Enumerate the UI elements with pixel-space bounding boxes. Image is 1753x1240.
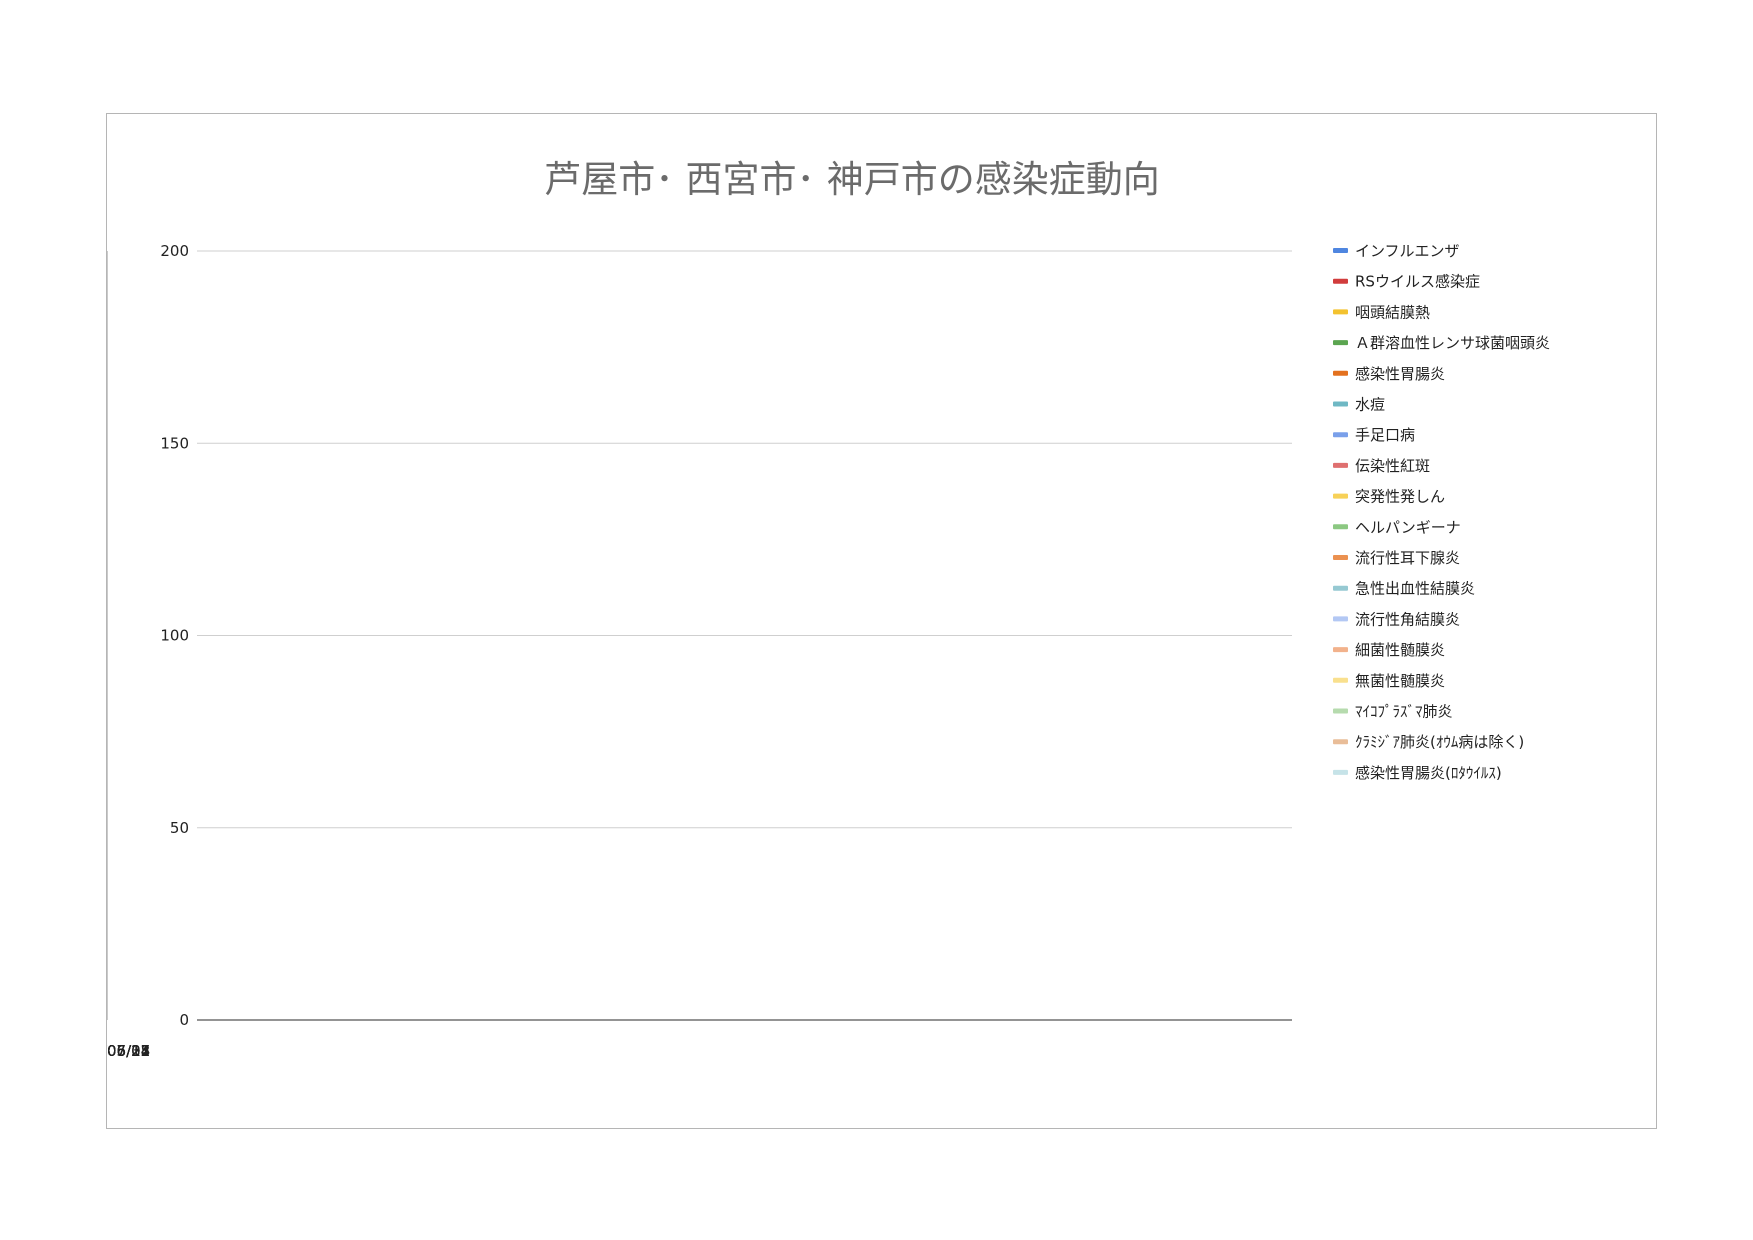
legend-label: 急性出血性結膜炎 [1355,580,1475,598]
legend-swatch [1333,585,1348,591]
legend-label: ヘルパンギーナ [1355,518,1461,536]
legend-swatch [1333,432,1348,438]
legend-label: 水痘 [1355,396,1385,414]
legend-label: 突発性発しん [1355,488,1445,506]
legend-swatch [1333,555,1348,560]
legend-swatch [1333,647,1348,653]
legend-swatch [1333,278,1348,284]
x-tick-label: 2020/06/28 [107,1042,150,1060]
y-tick-label: 0 [179,1011,189,1029]
legend-label: 咽頭結膜熱 [1355,303,1430,321]
x-tick-label: 2020/07/12 [107,1042,150,1060]
x-tick-label: 2020/06/21 [107,1042,150,1060]
x-tick-label: 2020/07/05 [107,1042,150,1060]
grid [107,250,1292,1021]
y-axis: 0 50 100 150 200 [160,242,189,1029]
legend-swatch [1333,708,1348,714]
legend-label: 流行性角結膜炎 [1355,610,1460,628]
y-tick-label: 150 [160,434,189,452]
legend-label: RSウイルス感染症 [1355,273,1480,291]
x-axis: 2020/05/312020/06/072020/06/142020/06/21… [107,1042,150,1060]
chart-frame: 芦屋市･ 西宮市･ 神戸市の感染症動向 0 50 100 150 200 2020/05… [106,113,1657,1129]
legend-swatch [1333,309,1348,315]
legend-swatch [1333,401,1348,407]
legend-swatch [1333,677,1348,683]
legend-label: 細菌性髄膜炎 [1355,641,1445,659]
legend-label: ﾏｲｺﾌﾟﾗｽﾞﾏ肺炎 [1355,703,1453,721]
legend-label: Ａ群溶血性レンサ球菌咽頭炎 [1355,334,1550,352]
legend-swatch [1333,739,1348,745]
legend-swatch [1333,616,1348,622]
y-tick-label: 200 [160,242,189,260]
legend-swatch [1333,370,1348,376]
legend-label: ｸﾗﾐｼﾞｱ肺炎(ｵｳﾑ病は除く) [1355,733,1524,751]
legend-label: 伝染性紅斑 [1355,457,1430,475]
legend-swatch [1333,340,1348,346]
legend-swatch [1333,769,1348,775]
legend-label: 無菌性髄膜炎 [1355,672,1445,690]
y-tick-label: 50 [170,819,189,837]
legend-label: 感染性胃腸炎(ﾛﾀｳｲﾙｽ) [1355,764,1502,782]
legend-label: 手足口病 [1355,426,1415,444]
x-tick-label: 2020/05/31 [107,1042,150,1060]
legend-swatch [1333,524,1348,530]
chart-title: 芦屋市･ 西宮市･ 神戸市の感染症動向 [544,158,1160,201]
legend-label: 流行性耳下腺炎 [1355,549,1460,567]
legend-swatch [1333,493,1348,499]
y-tick-label: 100 [160,627,189,645]
legend-label: 感染性胃腸炎 [1355,365,1445,383]
legend-swatch [1333,462,1348,468]
x-tick-label: 2020/06/14 [107,1042,150,1060]
legend-swatch [1333,248,1348,253]
x-tick-label: 2020/06/07 [107,1042,150,1060]
line-chart: 芦屋市･ 西宮市･ 神戸市の感染症動向 0 50 100 150 200 2020/05… [107,158,1550,1060]
legend-label: インフルエンザ [1355,242,1460,260]
